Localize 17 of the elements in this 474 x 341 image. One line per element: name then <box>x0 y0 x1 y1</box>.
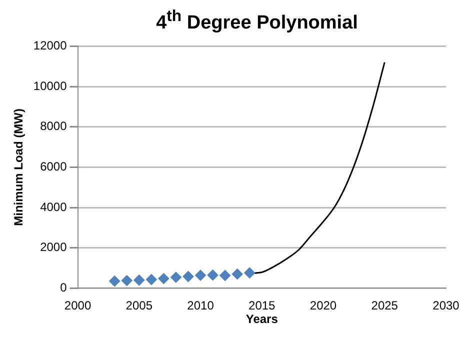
y-tick-label: 4000 <box>40 200 68 214</box>
y-tick-label: 8000 <box>40 119 68 134</box>
y-tick-label: 12000 <box>33 38 68 53</box>
x-tick-label: 2030 <box>432 298 460 313</box>
x-tick-label: 2015 <box>248 298 276 313</box>
y-axis-title: Minimum Load (MW) <box>12 108 26 226</box>
x-axis-title: Years <box>246 312 278 326</box>
x-tick-label: 2020 <box>310 298 337 313</box>
y-tick-label: 0 <box>60 280 68 295</box>
x-tick-label: 2010 <box>187 298 214 313</box>
x-tick-label: 2025 <box>371 298 398 313</box>
chart-title: 4$^{th}$ Degree Polynomial <box>155 8 359 36</box>
x-tick-label: 2000 <box>64 298 92 313</box>
y-tick-label: 2000 <box>40 240 68 254</box>
y-tick-label: 6000 <box>40 160 68 174</box>
y-tick-label: 10000 <box>33 78 68 93</box>
x-tick-label: 2005 <box>126 298 153 313</box>
